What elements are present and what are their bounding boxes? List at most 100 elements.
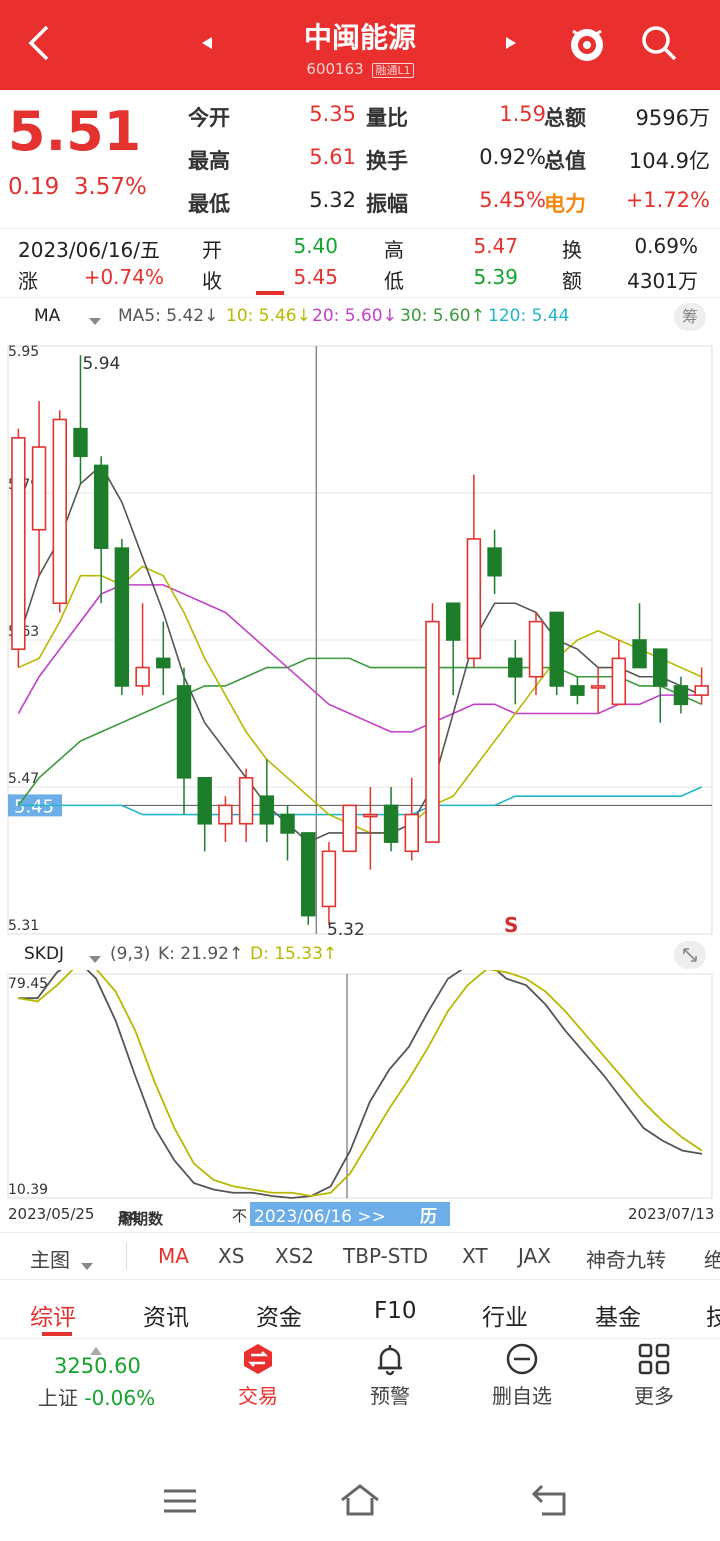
- candle[interactable]: [549, 611, 564, 696]
- candle[interactable]: [383, 787, 399, 852]
- day-high: 5.47: [473, 234, 518, 258]
- y-tick-label: 5.95: [8, 344, 39, 360]
- home-button[interactable]: [338, 1482, 382, 1522]
- section-tab[interactable]: 资讯: [143, 1305, 189, 1331]
- trade-icon: [198, 1342, 318, 1376]
- stock-code: 600163: [306, 60, 364, 78]
- candle[interactable]: [487, 529, 502, 595]
- candle[interactable]: [218, 796, 233, 843]
- candle[interactable]: [632, 603, 647, 669]
- system-nav-bar: [0, 1460, 720, 1541]
- candle[interactable]: [445, 602, 461, 696]
- candle[interactable]: [197, 777, 212, 852]
- day-amount-label: 额: [562, 269, 582, 293]
- candle[interactable]: [156, 621, 171, 696]
- kdj-chart[interactable]: 79.45 10.39: [0, 970, 720, 1202]
- ma5-value: MA5: 5.42↓: [118, 306, 219, 326]
- bottom-item-label: 删自选: [492, 1384, 552, 1408]
- candle[interactable]: [466, 474, 482, 668]
- day-close-label: 收: [202, 269, 222, 293]
- day-rise: +0.74%: [83, 265, 164, 289]
- kdj-d-value: D: 15.33↑: [250, 944, 338, 964]
- quote-label: 电力: [544, 192, 586, 216]
- candle-body: [301, 832, 316, 917]
- indicator-tab[interactable]: MA: [158, 1244, 189, 1268]
- candle[interactable]: [93, 456, 109, 604]
- candle[interactable]: [404, 777, 419, 861]
- candle[interactable]: [52, 410, 67, 613]
- section-tab[interactable]: 资金: [256, 1305, 302, 1331]
- section-tab[interactable]: F10: [374, 1298, 417, 1324]
- candle-body: [156, 657, 171, 669]
- candle[interactable]: [135, 603, 150, 696]
- indicator-tab[interactable]: XS2: [275, 1244, 315, 1268]
- back-button[interactable]: [14, 18, 64, 68]
- day-low: 5.39: [473, 265, 518, 289]
- candle[interactable]: [11, 428, 26, 668]
- candle[interactable]: [301, 832, 316, 925]
- candle[interactable]: [694, 667, 709, 705]
- sub-indicator-name[interactable]: SKDJ: [24, 944, 65, 964]
- prev-stock-button[interactable]: [182, 18, 232, 68]
- menu-button[interactable]: [160, 1486, 200, 1520]
- candle[interactable]: [114, 538, 130, 696]
- candle[interactable]: [31, 401, 47, 576]
- candle[interactable]: [425, 603, 440, 843]
- expand-button[interactable]: [674, 941, 706, 969]
- chip-distribution-button[interactable]: 筹: [674, 303, 706, 331]
- day-high-label: 高: [384, 238, 404, 262]
- section-tab[interactable]: 技: [706, 1305, 720, 1331]
- candle[interactable]: [363, 787, 378, 870]
- main-chart-dropdown-icon[interactable]: [80, 1253, 94, 1277]
- period-number: 34: [118, 1208, 139, 1226]
- candle[interactable]: [280, 805, 295, 861]
- indicator-dropdown-icon[interactable]: [88, 312, 102, 332]
- ma10-line: [18, 565, 702, 834]
- candle[interactable]: [570, 676, 585, 705]
- day-close: 5.45: [293, 265, 338, 289]
- indicator-tab[interactable]: TBP-STD: [343, 1244, 429, 1268]
- assistant-button[interactable]: [562, 18, 612, 68]
- nav-back-button[interactable]: [530, 1482, 574, 1522]
- candle[interactable]: [508, 640, 523, 705]
- index-value[interactable]: 3250.60: [54, 1354, 141, 1378]
- candle[interactable]: [342, 804, 357, 853]
- indicator-tab[interactable]: JAX: [518, 1244, 551, 1268]
- candle[interactable]: [673, 676, 689, 714]
- current-price-label: 5.45: [14, 796, 54, 817]
- ma-legend-row: MA MA5: 5.42↓ 10: 5.46↓ 20: 5.60↓ 30: 5.…: [0, 302, 720, 334]
- indicator-tab[interactable]: XS: [218, 1244, 245, 1268]
- search-button[interactable]: [634, 18, 684, 68]
- indicator-tab[interactable]: 主图: [30, 1248, 70, 1272]
- bottom-item-bell[interactable]: 预警: [330, 1340, 450, 1440]
- indicator-tab[interactable]: XT: [462, 1244, 488, 1268]
- quote-label: 振幅: [366, 192, 408, 216]
- candle[interactable]: [528, 612, 544, 696]
- kdj-legend-row: SKDJ (9,3) K: 21.92↑ D: 15.33↑: [0, 940, 720, 970]
- next-stock-button[interactable]: [486, 18, 536, 68]
- candle[interactable]: [238, 768, 254, 843]
- bottom-item-trade[interactable]: 交易: [198, 1340, 318, 1440]
- cursor-date-tag[interactable]: 2023/06/16 >> 历: [250, 1202, 450, 1227]
- quote-value: +1.72%: [625, 188, 710, 212]
- section-tab[interactable]: 行业: [482, 1305, 528, 1331]
- indicator-tab[interactable]: 绝: [704, 1248, 720, 1272]
- candle[interactable]: [176, 667, 192, 815]
- candle[interactable]: [653, 648, 668, 723]
- candlestick-chart[interactable]: 5.955.795.635.475.315.455.945.32S: [0, 334, 720, 938]
- bottom-item-minus-circle[interactable]: 删自选: [462, 1340, 582, 1440]
- candle[interactable]: [259, 759, 275, 843]
- main-indicator-name[interactable]: MA: [34, 306, 61, 326]
- candle[interactable]: [590, 667, 606, 714]
- candle[interactable]: [611, 640, 627, 706]
- section-tab[interactable]: 综评: [30, 1305, 76, 1331]
- candle[interactable]: [321, 842, 337, 925]
- candle[interactable]: [73, 355, 88, 484]
- min-price-label: 5.32: [327, 920, 365, 938]
- candle-body: [218, 804, 233, 825]
- bottom-item-grid[interactable]: 更多: [594, 1340, 714, 1440]
- index-line[interactable]: 上证 -0.06%: [38, 1382, 155, 1411]
- section-tab[interactable]: 基金: [595, 1305, 641, 1331]
- indicator-tab[interactable]: 神奇九转: [586, 1248, 666, 1272]
- sub-indicator-dropdown-icon[interactable]: [88, 950, 102, 970]
